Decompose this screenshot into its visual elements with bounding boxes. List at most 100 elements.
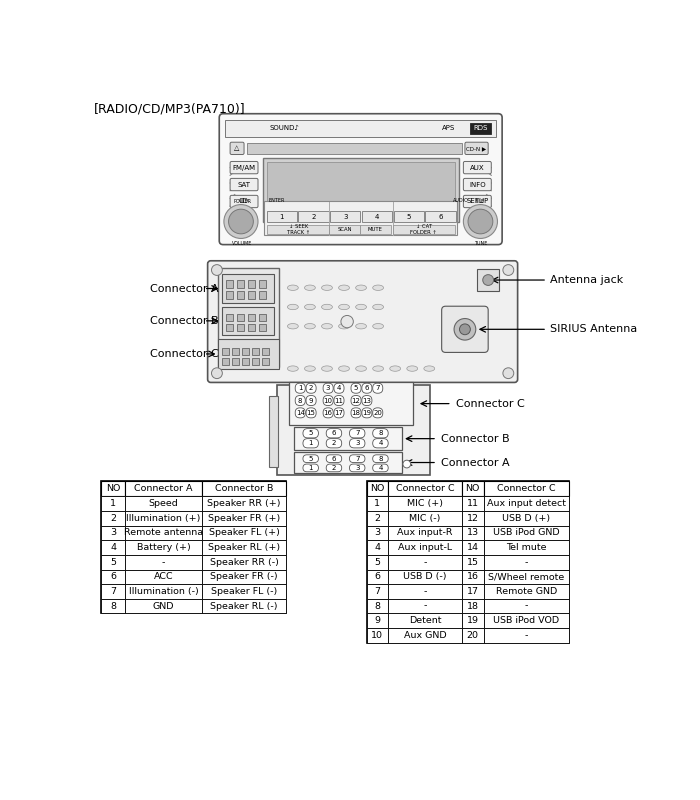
Text: 4: 4: [110, 543, 116, 552]
Circle shape: [224, 205, 258, 238]
Circle shape: [228, 209, 253, 234]
FancyBboxPatch shape: [326, 438, 342, 448]
Text: Speaker RR (+): Speaker RR (+): [207, 499, 281, 508]
Text: Connector C: Connector C: [150, 349, 218, 359]
Text: 1: 1: [309, 465, 313, 471]
Bar: [389, 599, 462, 614]
Bar: [102, 540, 125, 555]
Text: Speaker RR (-): Speaker RR (-): [209, 558, 279, 566]
Ellipse shape: [390, 366, 400, 371]
Text: 5: 5: [374, 558, 380, 566]
FancyBboxPatch shape: [351, 408, 361, 418]
Bar: [225, 120, 496, 137]
Bar: [484, 614, 569, 628]
Text: Connector C: Connector C: [395, 484, 454, 493]
Text: Illumination (-): Illumination (-): [129, 587, 198, 596]
FancyBboxPatch shape: [362, 383, 372, 394]
Text: Antenna jack: Antenna jack: [550, 275, 624, 285]
FancyBboxPatch shape: [463, 162, 491, 174]
Text: 11: 11: [335, 398, 344, 403]
Bar: [276, 385, 430, 475]
Bar: [389, 584, 462, 599]
Text: 2: 2: [374, 514, 380, 523]
Text: USB iPod GND: USB iPod GND: [493, 529, 559, 538]
Bar: [125, 570, 202, 584]
Circle shape: [211, 368, 223, 378]
Text: CD: CD: [239, 198, 249, 205]
Text: ↓ SEEK
TRACK ↑: ↓ SEEK TRACK ↑: [287, 224, 310, 234]
Text: 19: 19: [467, 616, 479, 626]
Text: USB D (+): USB D (+): [502, 514, 550, 523]
Text: 12: 12: [467, 514, 479, 523]
Bar: [102, 584, 125, 599]
Text: Speaker FR (+): Speaker FR (+): [208, 514, 280, 523]
Bar: [262, 358, 269, 365]
Bar: [248, 314, 255, 321]
Text: -: -: [524, 558, 528, 566]
Text: TUNE: TUNE: [474, 241, 488, 246]
Bar: [298, 211, 328, 222]
Bar: [462, 540, 484, 555]
Bar: [477, 270, 499, 291]
Text: 4: 4: [337, 386, 341, 391]
Text: 1: 1: [110, 499, 116, 508]
FancyBboxPatch shape: [303, 429, 319, 438]
Bar: [226, 314, 233, 321]
Bar: [389, 511, 462, 526]
Text: Remote antenna: Remote antenna: [124, 529, 203, 538]
Text: NO: NO: [370, 484, 384, 493]
Text: -: -: [524, 631, 528, 640]
Text: 4: 4: [378, 440, 383, 446]
Bar: [484, 599, 569, 614]
Text: 5: 5: [110, 558, 116, 566]
Text: 6: 6: [438, 214, 443, 220]
Text: Remote GND: Remote GND: [496, 587, 556, 596]
Bar: [484, 526, 569, 540]
Bar: [389, 481, 462, 496]
Text: Speed: Speed: [148, 499, 178, 508]
FancyBboxPatch shape: [349, 464, 365, 472]
FancyBboxPatch shape: [326, 429, 342, 438]
Bar: [393, 211, 424, 222]
Ellipse shape: [424, 366, 435, 371]
Bar: [248, 291, 255, 298]
Text: -: -: [424, 558, 427, 566]
Text: 3: 3: [343, 214, 347, 220]
Text: ENTER: ENTER: [268, 198, 284, 203]
Text: 17: 17: [335, 410, 344, 416]
FancyBboxPatch shape: [230, 178, 258, 190]
Bar: [362, 211, 392, 222]
Bar: [218, 339, 279, 369]
FancyBboxPatch shape: [372, 383, 383, 394]
FancyBboxPatch shape: [362, 408, 372, 418]
Text: 8: 8: [110, 602, 116, 610]
Text: 1: 1: [298, 386, 302, 391]
Text: 12: 12: [351, 398, 360, 403]
Bar: [484, 511, 569, 526]
Text: △: △: [234, 146, 240, 151]
Bar: [462, 496, 484, 511]
Bar: [462, 570, 484, 584]
Text: Connector A: Connector A: [441, 458, 510, 467]
Text: 1: 1: [309, 440, 313, 446]
Text: 11: 11: [467, 499, 479, 508]
Bar: [389, 628, 462, 642]
Bar: [102, 526, 125, 540]
Bar: [102, 555, 125, 570]
Bar: [232, 348, 239, 354]
Text: 5: 5: [354, 386, 358, 391]
Ellipse shape: [372, 285, 384, 290]
FancyBboxPatch shape: [334, 383, 344, 394]
FancyBboxPatch shape: [349, 438, 365, 448]
Bar: [202, 540, 286, 555]
Bar: [389, 555, 462, 570]
Bar: [222, 358, 228, 365]
Bar: [484, 584, 569, 599]
Text: Illumination (+): Illumination (+): [126, 514, 201, 523]
Text: 3: 3: [374, 529, 380, 538]
Bar: [462, 481, 484, 496]
FancyBboxPatch shape: [306, 395, 316, 406]
Bar: [125, 584, 202, 599]
Text: 2: 2: [110, 514, 116, 523]
Circle shape: [211, 265, 223, 275]
